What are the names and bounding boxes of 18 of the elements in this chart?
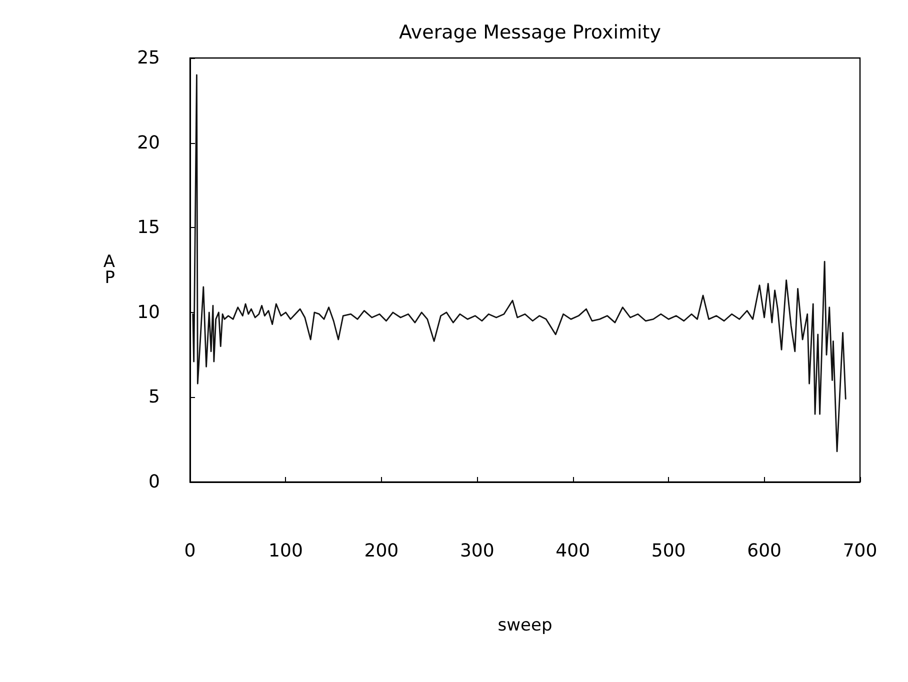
x-axis-title: sweep bbox=[498, 616, 552, 636]
line-series bbox=[192, 74, 846, 452]
x-tick-label: 500 bbox=[651, 540, 686, 562]
y-tick-label: 20 bbox=[137, 132, 160, 154]
x-tick-label: 200 bbox=[364, 540, 399, 562]
y-tick-label: 15 bbox=[137, 217, 160, 238]
y-tick-label: 0 bbox=[148, 472, 160, 492]
x-tick-label: 0 bbox=[184, 540, 196, 562]
x-tick-label: 400 bbox=[556, 540, 590, 562]
y-tick-label: 25 bbox=[137, 48, 160, 68]
y-tick-label: 10 bbox=[137, 302, 160, 323]
x-tick-label: 300 bbox=[460, 540, 494, 562]
y-axis-title: AP bbox=[103, 252, 116, 288]
y-tick-label: 5 bbox=[148, 386, 160, 408]
x-tick-label: 700 bbox=[842, 540, 878, 562]
x-tick-label: 600 bbox=[747, 540, 782, 562]
chart-title: Average Message Proximity bbox=[399, 22, 661, 44]
x-tick-label: 100 bbox=[268, 540, 303, 562]
